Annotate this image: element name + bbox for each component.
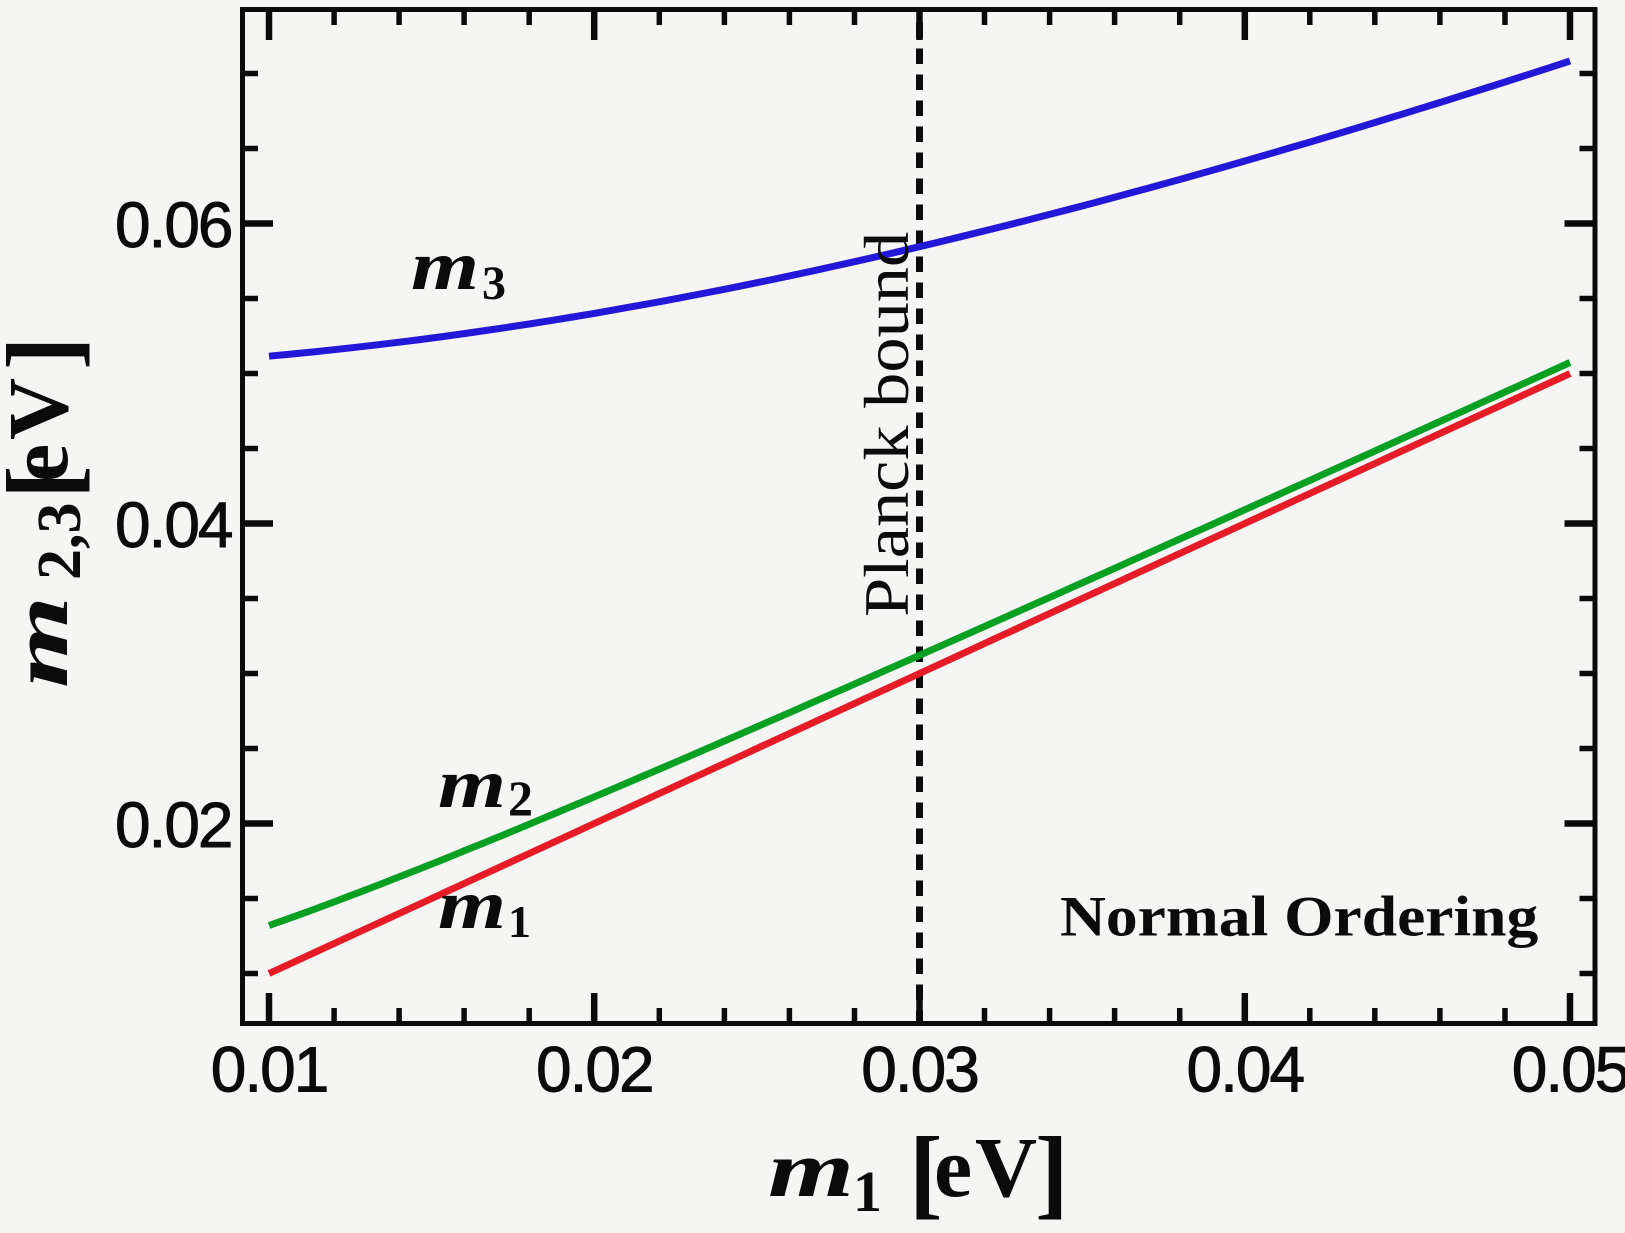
- svg-text:m: m: [438, 745, 506, 823]
- svg-text:[: [: [0, 465, 98, 499]
- svg-text:m: m: [768, 1125, 854, 1213]
- svg-text:0.05: 0.05: [1512, 1034, 1625, 1106]
- svg-text:V: V: [975, 1119, 1037, 1215]
- svg-text:]: ]: [0, 336, 98, 370]
- svg-text:0.04: 0.04: [1186, 1034, 1303, 1106]
- svg-text:m: m: [411, 227, 479, 305]
- svg-text:]: ]: [1035, 1116, 1069, 1228]
- svg-text:e: e: [934, 1119, 972, 1215]
- svg-text:Normal Ordering: Normal Ordering: [1060, 885, 1538, 948]
- svg-text:0.02: 0.02: [115, 789, 232, 861]
- svg-text:e: e: [0, 444, 86, 482]
- svg-text:3: 3: [482, 257, 506, 310]
- svg-text:m: m: [438, 866, 506, 944]
- svg-text:0.04: 0.04: [115, 489, 232, 561]
- svg-text:2: 2: [508, 770, 533, 826]
- svg-text:m: m: [0, 596, 84, 688]
- svg-text:2,3: 2,3: [26, 503, 94, 581]
- svg-text:[: [: [909, 1116, 943, 1228]
- svg-text:1: 1: [508, 896, 531, 947]
- svg-text:0.02: 0.02: [536, 1034, 653, 1106]
- svg-text:1: 1: [853, 1159, 882, 1224]
- svg-text:Planck bound: Planck bound: [851, 232, 922, 617]
- svg-text:0.06: 0.06: [115, 189, 232, 261]
- svg-text:0.01: 0.01: [211, 1034, 328, 1106]
- svg-text:0.03: 0.03: [861, 1034, 978, 1106]
- svg-text:V: V: [0, 378, 86, 440]
